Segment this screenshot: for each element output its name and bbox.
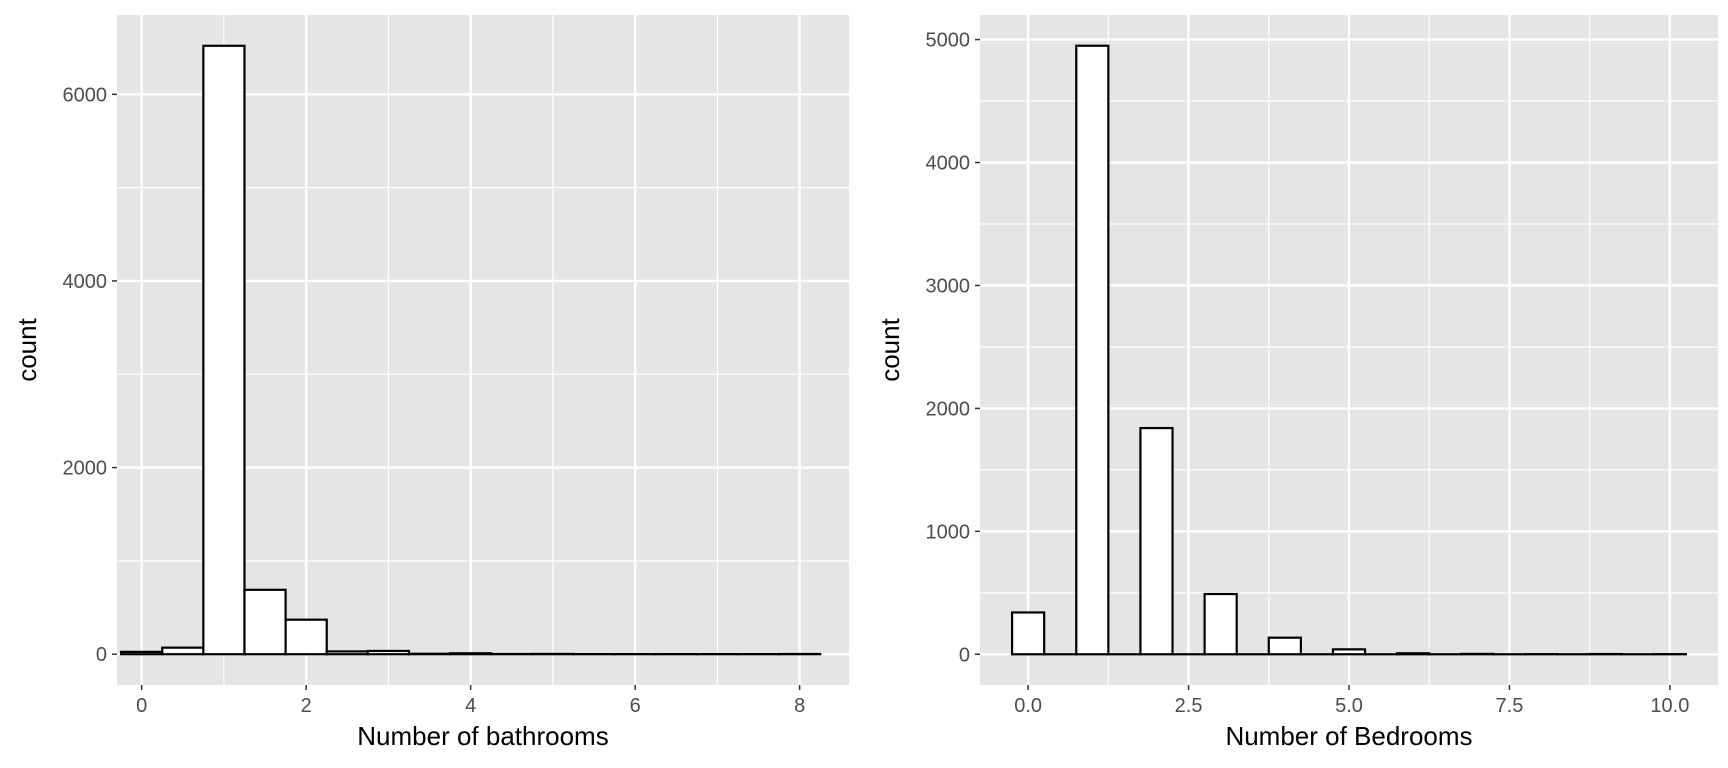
histogram-bar (449, 652, 493, 656)
histogram-bar (1010, 611, 1046, 656)
histogram-bar (284, 618, 328, 656)
x-tick-label: 2 (301, 695, 312, 717)
y-axis-title: count (875, 317, 905, 381)
x-tick-label: 2.5 (1175, 695, 1203, 717)
bathrooms-histogram: 0 2 4 6 8 0 2000 4000 6000 Number of bathrooms cou… (12, 15, 849, 751)
histogram-bar (1396, 652, 1431, 656)
bedrooms-histogram: 0.0 2.5 5.0 7.5 10.0 0 1000 2000 3000 4000 5000 Num… (875, 15, 1718, 751)
histogram-bar (1139, 426, 1174, 656)
histogram-bar (120, 650, 164, 656)
histogram-bar (1331, 648, 1367, 656)
y-tick-label: 4000 (63, 271, 108, 293)
x-tick-label: 7.5 (1496, 695, 1524, 717)
y-tick-label: 3000 (926, 275, 971, 297)
y-tick-label: 1000 (926, 521, 971, 543)
histogram-bar (325, 650, 369, 656)
x-tick-label: 8 (794, 695, 805, 717)
x-axis-title: Number of bathrooms (357, 721, 608, 751)
histogram-bar (202, 44, 246, 656)
histogram-bar (161, 646, 205, 656)
x-axis-title: Number of Bedrooms (1225, 721, 1472, 751)
x-tick-label: 10.0 (1650, 695, 1689, 717)
x-tick-label: 5.0 (1335, 695, 1363, 717)
y-tick-label: 2000 (926, 398, 971, 420)
histogram-bar (1267, 636, 1302, 656)
x-tick-label: 4 (465, 695, 476, 717)
histogram-bar (1075, 44, 1110, 656)
y-tick-label: 2000 (63, 458, 108, 480)
histogram-bar (366, 649, 411, 656)
y-tick-label: 4000 (926, 153, 971, 175)
x-tick-label: 0.0 (1014, 695, 1042, 717)
y-tick-label: 5000 (926, 30, 971, 52)
histogram-bar (243, 588, 287, 656)
y-tick-label: 0 (959, 644, 970, 666)
x-tick-label: 0 (136, 695, 147, 717)
x-tick-label: 6 (630, 695, 641, 717)
histogram-bar (1203, 592, 1238, 656)
y-tick-label: 0 (96, 644, 107, 666)
y-tick-label: 6000 (63, 84, 108, 106)
y-axis-title: count (12, 317, 42, 381)
